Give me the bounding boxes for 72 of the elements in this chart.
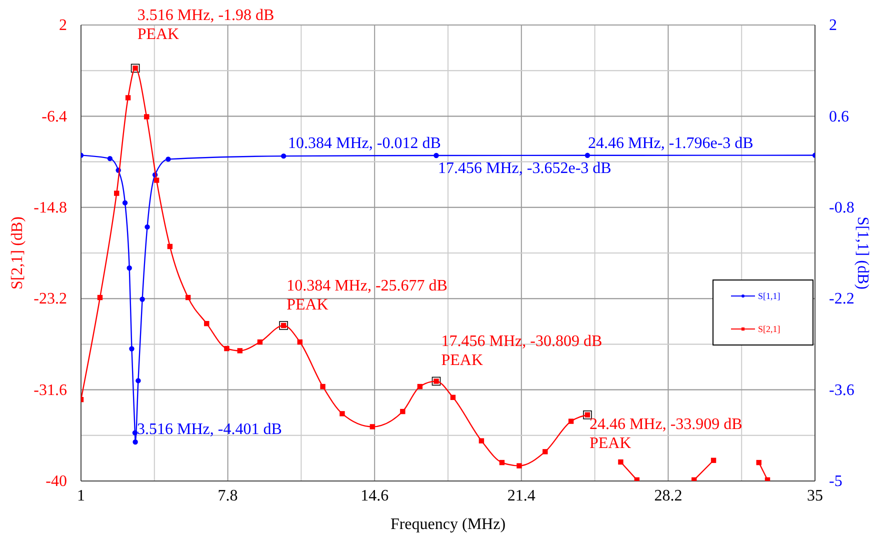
point: [224, 346, 230, 352]
point: [125, 95, 131, 100]
point: [400, 408, 406, 414]
y2-tick-label: 0.6: [829, 108, 849, 126]
point: [499, 460, 505, 466]
point: [114, 190, 120, 196]
y2-tick-label: -3.6: [829, 382, 854, 399]
point: [107, 156, 113, 162]
point: [618, 459, 624, 465]
point: [132, 439, 138, 445]
point: [97, 294, 103, 300]
legend-label: S[1,1]: [758, 291, 780, 301]
point: [122, 200, 128, 206]
x-tick-label: 28.2: [654, 487, 682, 504]
point: [166, 156, 171, 162]
point: [710, 458, 716, 463]
point: [129, 346, 134, 352]
point: [568, 418, 574, 424]
y-tick-label: -14.8: [34, 200, 67, 217]
point: [237, 348, 242, 354]
point: [434, 152, 439, 158]
point: [692, 477, 697, 481]
x-tick-label: 14.6: [360, 487, 389, 504]
point: [516, 463, 522, 468]
point: [340, 411, 345, 416]
point: [126, 265, 132, 271]
point: [132, 430, 138, 436]
legend-label: S[2,1]: [758, 324, 780, 334]
y2-tick-label: -2.2: [829, 290, 854, 308]
point: [450, 394, 456, 400]
point: [478, 438, 484, 444]
annotation: 3.516 MHz, -4.401 dB: [137, 421, 282, 438]
annotation: 10.384 MHz, -0.012 dB: [288, 135, 441, 152]
x-tick-label: 21.4: [507, 487, 536, 504]
point: [634, 477, 640, 481]
y2-tick-label: -0.8: [829, 200, 854, 217]
y2-tick-label: -5: [829, 473, 842, 490]
point: [154, 178, 160, 183]
y-axis-title: S[2,1] (dB): [9, 216, 26, 290]
annotation: 3.516 MHz, -1.98 dB PEAK: [137, 7, 274, 44]
y-tick-label: -40: [46, 473, 67, 490]
annotation: 17.456 MHz, -30.809 dB PEAK: [441, 333, 602, 370]
annotation: 17.456 MHz, -3.652e-3 dB: [438, 160, 612, 177]
annotation: 24.46 MHz, -1.796e-3 dB: [588, 135, 754, 152]
point: [542, 449, 548, 454]
point: [584, 152, 590, 158]
point: [167, 244, 173, 250]
point: [185, 294, 191, 300]
point: [297, 339, 303, 345]
x-tick-label: 35: [807, 487, 823, 504]
point: [280, 153, 286, 159]
point: [144, 114, 150, 120]
y2-axis-title: S[1,1] (dB): [854, 216, 870, 290]
annotation: 10.384 MHz, -25.677 dB PEAK: [286, 277, 448, 314]
y-tick-label: -6.4: [42, 108, 67, 126]
y-tick-label: -31.6: [34, 382, 67, 399]
point: [257, 339, 263, 345]
point: [370, 424, 376, 430]
point: [417, 384, 423, 390]
y2-tick-label: 2: [829, 17, 837, 34]
y-tick-label: -23.2: [34, 290, 67, 308]
x-axis-title: Frequency (MHz): [390, 516, 506, 533]
point: [140, 296, 145, 302]
point: [756, 460, 762, 466]
y-tick-label: 2: [59, 17, 67, 34]
point: [320, 384, 326, 390]
x-tick-label: 1: [77, 487, 85, 504]
point: [144, 224, 150, 230]
annotation: 24.46 MHz, -33.909 dB PEAK: [589, 416, 742, 452]
x-tick-label: 7.8: [218, 487, 238, 504]
point: [204, 320, 210, 326]
point: [136, 378, 141, 384]
